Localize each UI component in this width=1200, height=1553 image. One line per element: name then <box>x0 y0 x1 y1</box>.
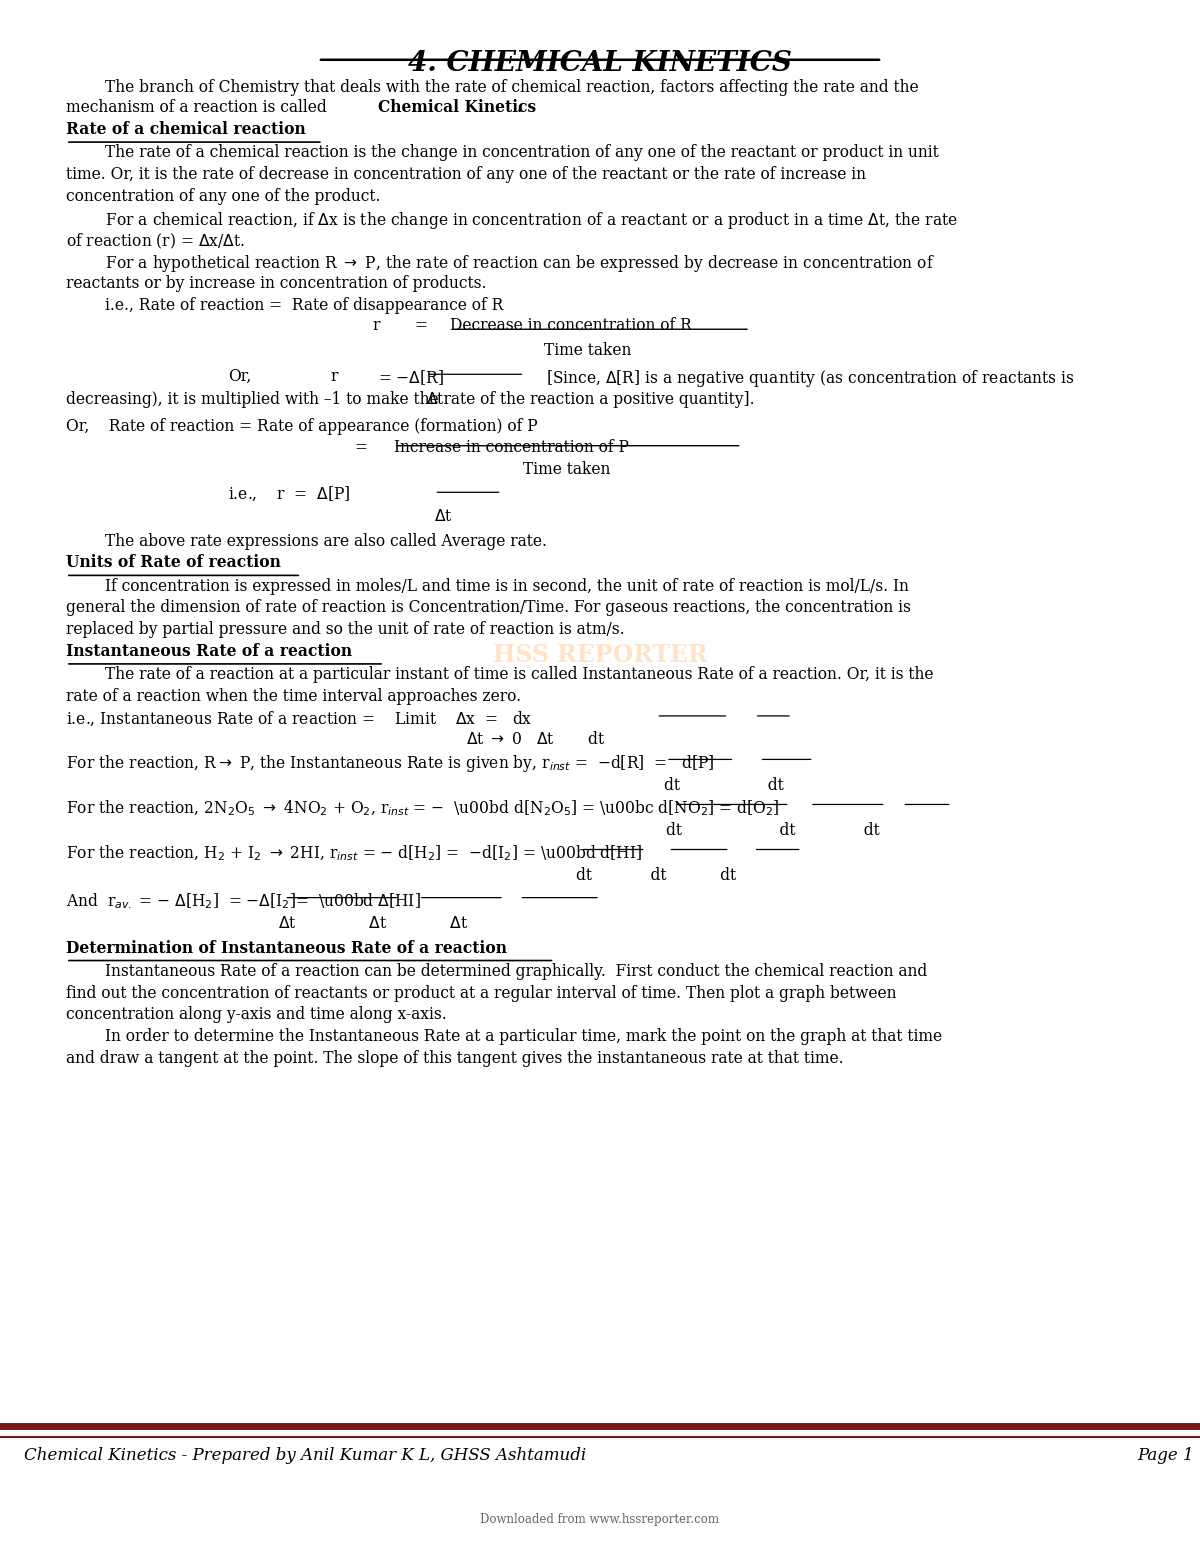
Text: For a hypothetical reaction R $\rightarrow$ P, the rate of reaction can be expre: For a hypothetical reaction R $\rightarr… <box>66 253 935 275</box>
Text: replaced by partial pressure and so the unit of rate of reaction is atm/s.: replaced by partial pressure and so the … <box>66 621 625 638</box>
Text: Chemical Kinetics - Prepared by Anil Kumar K L, GHSS Ashtamudi: Chemical Kinetics - Prepared by Anil Kum… <box>24 1447 587 1464</box>
Text: Instantaneous Rate of a reaction: Instantaneous Rate of a reaction <box>66 643 352 660</box>
Text: of reaction (r) = $\Delta$x/$\Delta$t.: of reaction (r) = $\Delta$x/$\Delta$t. <box>66 231 245 250</box>
Text: i.e.,    r  =  $\Delta$[P]: i.e., r = $\Delta$[P] <box>228 485 350 503</box>
Text: Rate of a chemical reaction: Rate of a chemical reaction <box>66 121 306 138</box>
Text: The rate of a reaction at a particular instant of time is called Instantaneous R: The rate of a reaction at a particular i… <box>66 666 934 683</box>
Text: dt            dt           dt: dt dt dt <box>576 867 736 884</box>
Text: The branch of Chemistry that deals with the rate of chemical reaction, factors a: The branch of Chemistry that deals with … <box>66 79 919 96</box>
Text: For the reaction, H$_2$ + I$_2$ $\rightarrow$ 2HI, r$_{inst}$ = $-$ d[H$_2$] =  : For the reaction, H$_2$ + I$_2$ $\righta… <box>66 843 642 862</box>
Text: rate of a reaction when the time interval approaches zero.: rate of a reaction when the time interva… <box>66 688 521 705</box>
Text: Time taken: Time taken <box>545 342 631 359</box>
Text: HSS REPORTER: HSS REPORTER <box>493 643 707 668</box>
Text: Units of Rate of reaction: Units of Rate of reaction <box>66 554 281 572</box>
Text: In order to determine the Instantaneous Rate at a particular time, mark the poin: In order to determine the Instantaneous … <box>66 1028 942 1045</box>
Text: Decrease in concentration of R: Decrease in concentration of R <box>450 317 691 334</box>
Text: The above rate expressions are also called Average rate.: The above rate expressions are also call… <box>66 533 547 550</box>
Text: = $-\Delta$[R]: = $-\Delta$[R] <box>378 368 444 387</box>
Text: reactants or by increase in concentration of products.: reactants or by increase in concentratio… <box>66 275 486 292</box>
Text: find out the concentration of reactants or product at a regular interval of time: find out the concentration of reactants … <box>66 985 896 1002</box>
Text: time. Or, it is the rate of decrease in concentration of any one of the reactant: time. Or, it is the rate of decrease in … <box>66 166 866 183</box>
Text: If concentration is expressed in moles/L and time is in second, the unit of rate: If concentration is expressed in moles/L… <box>66 578 908 595</box>
Text: Downloaded from www.hssreporter.com: Downloaded from www.hssreporter.com <box>480 1513 720 1525</box>
Text: mechanism of a reaction is called: mechanism of a reaction is called <box>66 99 331 116</box>
Text: 4. CHEMICAL KINETICS: 4. CHEMICAL KINETICS <box>408 50 792 76</box>
Text: =: = <box>354 439 367 457</box>
Text: And  r$_{av.}$ = $-$ $\Delta$[H$_2$]  = $-$$\Delta$[I$_2$]=  \u00bd $\Delta$[HI]: And r$_{av.}$ = $-$ $\Delta$[H$_2$] = $-… <box>66 891 421 912</box>
Text: [Since, $\Delta$[R] is a negative quantity (as concentration of reactants is: [Since, $\Delta$[R] is a negative quanti… <box>546 368 1075 390</box>
Text: =: = <box>414 317 427 334</box>
Text: $\Delta$t: $\Delta$t <box>434 508 454 525</box>
Text: $\Delta$t               $\Delta$t             $\Delta$t: $\Delta$t $\Delta$t $\Delta$t <box>278 915 469 932</box>
Text: Determination of Instantaneous Rate of a reaction: Determination of Instantaneous Rate of a… <box>66 940 508 957</box>
Text: $\Delta$t $\rightarrow$ 0   $\Delta$t       dt: $\Delta$t $\rightarrow$ 0 $\Delta$t dt <box>466 731 605 749</box>
Text: The rate of a chemical reaction is the change in concentration of any one of the: The rate of a chemical reaction is the c… <box>66 144 938 162</box>
Text: Increase in concentration of P: Increase in concentration of P <box>394 439 629 457</box>
Text: For the reaction, R$\rightarrow$ P, the Instantaneous Rate is given by, r$_{inst: For the reaction, R$\rightarrow$ P, the … <box>66 753 714 775</box>
Text: dt                  dt: dt dt <box>664 776 784 794</box>
Text: decreasing), it is multiplied with –1 to make the rate of the reaction a positiv: decreasing), it is multiplied with –1 to… <box>66 391 755 408</box>
Text: concentration of any one of the product.: concentration of any one of the product. <box>66 188 380 205</box>
Text: Instantaneous Rate of a reaction can be determined graphically.  First conduct t: Instantaneous Rate of a reaction can be … <box>66 963 928 980</box>
Text: Chemical Kinetics: Chemical Kinetics <box>378 99 536 116</box>
Text: concentration along y-axis and time along x-axis.: concentration along y-axis and time alon… <box>66 1006 446 1023</box>
Text: dt                    dt              dt: dt dt dt <box>666 822 880 839</box>
Text: r: r <box>330 368 337 385</box>
Text: .: . <box>517 99 522 116</box>
Text: For the reaction, 2N$_2$O$_5$ $\rightarrow$ 4NO$_2$ + O$_2$, r$_{inst}$ = $-$  \: For the reaction, 2N$_2$O$_5$ $\rightarr… <box>66 798 780 817</box>
Text: general the dimension of rate of reaction is Concentration/Time. For gaseous rea: general the dimension of rate of reactio… <box>66 599 911 617</box>
Text: $\Delta$t: $\Delta$t <box>426 391 445 408</box>
Text: r: r <box>372 317 379 334</box>
Text: i.e., Rate of reaction =  Rate of disappearance of R: i.e., Rate of reaction = Rate of disappe… <box>66 297 503 314</box>
Text: Page 1: Page 1 <box>1138 1447 1194 1464</box>
Text: Time taken: Time taken <box>523 461 610 478</box>
Text: For a chemical reaction, if $\Delta$x is the change in concentration of a reacta: For a chemical reaction, if $\Delta$x is… <box>66 210 958 231</box>
Text: i.e., Instantaneous Rate of a reaction =    Limit    $\Delta$x  =   dx: i.e., Instantaneous Rate of a reaction =… <box>66 710 533 728</box>
Text: Or,    Rate of reaction = Rate of appearance (formation) of P: Or, Rate of reaction = Rate of appearanc… <box>66 418 538 435</box>
Text: Or,: Or, <box>228 368 251 385</box>
Text: and draw a tangent at the point. The slope of this tangent gives the instantaneo: and draw a tangent at the point. The slo… <box>66 1050 844 1067</box>
